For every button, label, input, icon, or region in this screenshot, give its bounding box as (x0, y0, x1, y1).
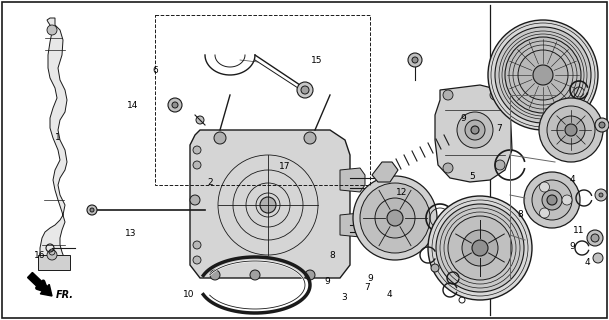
Circle shape (297, 82, 313, 98)
Circle shape (428, 196, 532, 300)
Circle shape (90, 208, 94, 212)
Text: 1: 1 (55, 133, 61, 142)
Text: 9: 9 (569, 242, 576, 251)
Circle shape (587, 230, 603, 246)
Circle shape (540, 208, 549, 218)
Circle shape (462, 230, 498, 266)
Circle shape (250, 270, 260, 280)
Text: 3: 3 (341, 293, 347, 302)
Text: 11: 11 (573, 226, 584, 235)
Circle shape (260, 197, 276, 213)
Circle shape (436, 204, 524, 292)
Circle shape (301, 86, 309, 94)
Text: 14: 14 (127, 101, 138, 110)
Text: 15: 15 (311, 56, 322, 65)
Circle shape (599, 193, 603, 197)
Text: 9: 9 (367, 274, 373, 283)
Circle shape (408, 53, 422, 67)
Circle shape (448, 216, 512, 280)
Polygon shape (340, 168, 365, 192)
Circle shape (472, 240, 488, 256)
Polygon shape (435, 85, 512, 182)
FancyArrow shape (27, 272, 52, 296)
Circle shape (565, 124, 577, 136)
Circle shape (488, 20, 598, 130)
Circle shape (542, 190, 562, 210)
Circle shape (353, 176, 437, 260)
Circle shape (172, 102, 178, 108)
Text: 5: 5 (469, 172, 475, 180)
Circle shape (412, 57, 418, 63)
Circle shape (196, 116, 204, 124)
Text: 8: 8 (329, 252, 335, 260)
Circle shape (193, 146, 201, 154)
Polygon shape (340, 213, 365, 237)
Circle shape (214, 132, 226, 144)
Circle shape (495, 160, 505, 170)
Circle shape (375, 198, 415, 238)
Text: 7: 7 (496, 124, 502, 132)
Text: 16: 16 (34, 252, 45, 260)
Text: 9: 9 (460, 114, 466, 123)
Circle shape (443, 90, 453, 100)
Circle shape (47, 250, 57, 260)
Circle shape (465, 120, 485, 140)
Bar (155, 15, 370, 185)
Circle shape (304, 132, 316, 144)
Circle shape (562, 195, 572, 205)
Text: FR.: FR. (56, 290, 74, 300)
Circle shape (443, 163, 453, 173)
Circle shape (193, 161, 201, 169)
Polygon shape (190, 130, 350, 278)
Circle shape (593, 253, 603, 263)
Circle shape (540, 182, 549, 192)
Circle shape (193, 256, 201, 264)
Circle shape (599, 122, 605, 128)
Circle shape (87, 205, 97, 215)
Circle shape (505, 37, 581, 113)
Circle shape (47, 25, 57, 35)
Text: 8: 8 (518, 210, 524, 219)
Text: 13: 13 (125, 229, 136, 238)
Circle shape (387, 210, 403, 226)
Text: 6: 6 (152, 66, 158, 75)
Circle shape (547, 106, 595, 154)
Circle shape (190, 195, 200, 205)
Text: 4: 4 (569, 175, 576, 184)
Circle shape (595, 118, 609, 132)
Circle shape (457, 112, 493, 148)
Text: 4: 4 (585, 258, 591, 267)
Circle shape (471, 126, 479, 134)
Circle shape (557, 116, 585, 144)
Circle shape (210, 270, 220, 280)
Circle shape (360, 183, 430, 253)
Circle shape (518, 50, 568, 100)
Circle shape (305, 270, 315, 280)
Text: 9: 9 (325, 277, 331, 286)
Circle shape (193, 241, 201, 249)
Circle shape (490, 90, 500, 100)
Polygon shape (40, 18, 67, 268)
Circle shape (524, 172, 580, 228)
Circle shape (591, 234, 599, 242)
Text: 10: 10 (183, 290, 194, 299)
Text: 17: 17 (280, 162, 290, 171)
Text: 12: 12 (396, 188, 407, 196)
Text: 4: 4 (387, 290, 393, 299)
Circle shape (547, 195, 557, 205)
Polygon shape (38, 255, 70, 270)
Circle shape (532, 180, 572, 220)
Text: 2: 2 (207, 178, 213, 187)
Circle shape (539, 98, 603, 162)
Circle shape (595, 189, 607, 201)
Text: 7: 7 (364, 284, 370, 292)
Circle shape (431, 264, 439, 272)
Circle shape (495, 27, 591, 123)
Circle shape (168, 98, 182, 112)
Circle shape (533, 65, 553, 85)
Polygon shape (372, 162, 398, 182)
